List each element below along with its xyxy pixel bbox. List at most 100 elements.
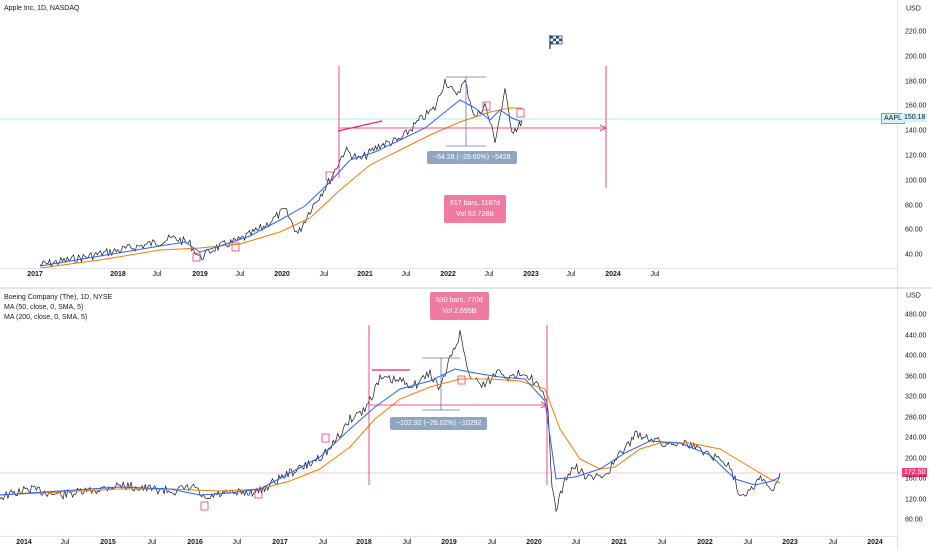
- ba-xtick: 2019: [441, 539, 457, 546]
- aapl-range-bars: 817 bars, 1187d: [450, 200, 501, 207]
- aapl-xtick: 2018: [110, 271, 126, 278]
- aapl-price-axis[interactable]: USD AAPL 150.18 220.00 200.00 180.00 160.00…: [881, 0, 932, 288]
- aapl-xtick: Jul: [235, 271, 245, 278]
- ba-xtick: 2014: [16, 539, 32, 546]
- ba-legend-ma50[interactable]: MA (50, close, 0, SMA, 5): [4, 304, 84, 311]
- aapl-event-marker: [482, 101, 491, 111]
- ba-xtick: Jul: [318, 539, 328, 546]
- ba-xtick: 2020: [526, 539, 542, 546]
- aapl-xtick: Jul: [401, 271, 411, 278]
- aapl-ytick: 120.00: [905, 152, 927, 160]
- ba-price-line: [0, 330, 781, 513]
- ba-range-label[interactable]: 530 bars, 770d Vol 2.695B: [430, 292, 489, 320]
- ba-xtick: Jul: [487, 539, 497, 546]
- aapl-measure-label[interactable]: −54.28 (−29.60%) −5428: [427, 151, 517, 164]
- aapl-event-marker: [192, 252, 201, 262]
- aapl-currency-label: USD: [906, 5, 921, 13]
- ba-currency-label: USD: [906, 292, 921, 300]
- ba-chart-pane[interactable]: Boeing Company (The), 1D, NYSE MA (50, c…: [0, 289, 932, 550]
- aapl-xtick: 2020: [274, 271, 290, 278]
- aapl-legend-title: Apple Inc, 1D, NASDAQ: [4, 5, 80, 12]
- aapl-xtick: 2017: [27, 271, 43, 278]
- ba-xtick: 2021: [611, 539, 627, 546]
- aapl-xtick: Jul: [152, 271, 162, 278]
- ba-price-axis[interactable]: USD 172.50 480.00 440.00 400.00 360.00 320.0…: [899, 289, 932, 550]
- aapl-ma200-line: [39, 107, 522, 269]
- ba-xtick: 2018: [356, 539, 372, 546]
- ba-ytick: 80.00: [905, 516, 923, 524]
- ba-ytick: 440.00: [905, 332, 927, 339]
- ba-ytick: 120.00: [905, 496, 927, 503]
- pane-divider[interactable]: [0, 287, 932, 289]
- ba-xtick: 2017: [272, 539, 288, 546]
- aapl-xtick: Jul: [650, 271, 660, 278]
- ba-ma50-line: [0, 368, 781, 496]
- aapl-ytick: 140.00: [905, 127, 927, 135]
- ba-event-marker: [200, 501, 209, 511]
- ba-ytick: 400.00: [905, 352, 927, 360]
- ba-xtick: 2022: [697, 539, 713, 546]
- ba-legend-title: Boeing Company (The), 1D, NYSE: [4, 294, 113, 301]
- aapl-range-label[interactable]: 817 bars, 1187d Vol 53.728B: [444, 195, 507, 223]
- aapl-ytick: 80.00: [905, 202, 923, 210]
- aapl-range-arrowhead: [599, 124, 607, 132]
- aapl-ytick: 40.00: [905, 251, 923, 259]
- aapl-event-marker: [325, 171, 334, 181]
- aapl-price-line: [39, 78, 523, 268]
- ba-range-bars: 530 bars, 770d: [436, 297, 483, 304]
- aapl-event-marker: [231, 242, 240, 252]
- ba-ytick: 360.00: [905, 373, 927, 380]
- ba-measure-label[interactable]: −102.92 (−26.02%) −10292: [390, 417, 488, 430]
- aapl-ytick: 200.00: [905, 53, 927, 61]
- ba-event-marker: [254, 489, 263, 499]
- checkered-flag-icon[interactable]: [548, 34, 564, 55]
- ba-xtick: Jul: [571, 539, 581, 546]
- ba-xtick: 2015: [100, 539, 116, 546]
- aapl-xtick: 2023: [523, 271, 539, 278]
- aapl-ytick: 220.00: [905, 28, 927, 36]
- aapl-xtick: Jul: [319, 271, 329, 278]
- aapl-plot-area[interactable]: Apple Inc, 1D, NASDAQ −54.28 (−29.60%) −…: [0, 0, 898, 288]
- aapl-trendline: [337, 120, 383, 132]
- ba-range-arrowhead: [540, 401, 548, 409]
- aapl-ytick: 180.00: [905, 78, 927, 86]
- aapl-ytick: 160.00: [905, 102, 927, 110]
- aapl-chart-pane[interactable]: Apple Inc, 1D, NASDAQ −54.28 (−29.60%) −…: [0, 0, 932, 288]
- aapl-xtick: 2024: [605, 271, 621, 278]
- aapl-xtick: 2019: [192, 271, 208, 278]
- ba-plot-area[interactable]: Boeing Company (The), 1D, NYSE MA (50, c…: [0, 289, 898, 550]
- ba-xtick: Jul: [743, 539, 753, 546]
- ba-last-price-tag: 172.50: [902, 468, 928, 477]
- ba-legend-ma200[interactable]: MA (200, close, 0, SMA, 5): [4, 314, 88, 321]
- ba-ytick: 480.00: [905, 311, 927, 319]
- aapl-price-chart[interactable]: [0, 0, 898, 288]
- ba-price-chart[interactable]: [0, 289, 898, 550]
- ba-ytick: 280.00: [905, 414, 927, 421]
- ba-range-volume: Vol 2.695B: [442, 308, 477, 315]
- aapl-ytick: 60.00: [905, 226, 923, 234]
- aapl-xtick: 2021: [357, 271, 373, 278]
- aapl-xtick: 2022: [440, 271, 456, 278]
- ba-xtick: Jul: [232, 539, 242, 546]
- aapl-legend: Apple Inc, 1D, NASDAQ: [4, 4, 79, 14]
- aapl-last-price-tag: 150.18: [902, 113, 928, 122]
- ba-ytick: 160.00: [905, 475, 927, 483]
- ba-xtick: Jul: [60, 539, 70, 546]
- ba-xtick: Jul: [402, 539, 412, 546]
- aapl-time-axis[interactable]: 2017 2018 Jul 2019 Jul 2020 Jul 2021 Jul 2022 Jul 2…: [0, 268, 898, 282]
- ba-ytick: 240.00: [905, 434, 927, 442]
- ba-time-axis[interactable]: 2014 Jul 2015 Jul 2016 Jul 2017 Jul 2018 Jul 2019 J…: [0, 536, 898, 550]
- ba-xtick: 2016: [187, 539, 203, 546]
- ba-event-marker: [321, 433, 330, 443]
- ba-xtick: Jul: [147, 539, 157, 546]
- aapl-event-marker: [516, 108, 525, 118]
- aapl-range-volume: Vol 53.728B: [456, 211, 494, 218]
- ba-legend: Boeing Company (The), 1D, NYSE MA (50, c…: [4, 293, 112, 323]
- ba-ytick: 200.00: [905, 455, 927, 462]
- ba-event-marker: [457, 375, 466, 385]
- ba-xtick: 2023: [782, 539, 798, 546]
- aapl-xtick: Jul: [484, 271, 494, 278]
- aapl-ma50-line: [39, 99, 523, 267]
- ba-xtick: 2024: [867, 539, 883, 546]
- aapl-ytick: 100.00: [905, 177, 927, 185]
